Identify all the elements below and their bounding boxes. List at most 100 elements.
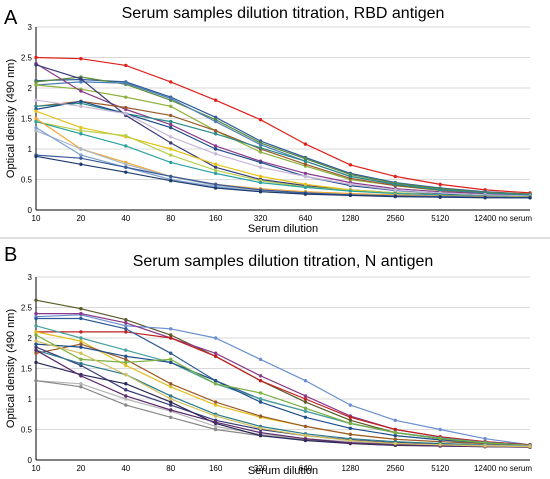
data-point (124, 363, 128, 368)
data-point (258, 180, 263, 185)
data-point (393, 433, 397, 438)
data-point (348, 418, 353, 423)
panel-letter-b: B (4, 244, 17, 266)
data-point (79, 342, 83, 346)
data-point (79, 89, 83, 93)
series-line (35, 84, 531, 196)
data-point (169, 351, 173, 355)
data-point (303, 409, 308, 413)
data-point (79, 129, 83, 133)
series-line (35, 56, 531, 194)
data-point (348, 441, 353, 445)
data-point (124, 397, 128, 401)
data-point (213, 379, 218, 383)
data-point (303, 415, 308, 419)
data-point (348, 174, 353, 179)
x-tick-label-b: 320 (254, 464, 268, 473)
data-point (213, 424, 218, 429)
data-point (303, 142, 308, 146)
data-point (79, 156, 83, 160)
data-point (303, 397, 308, 401)
data-point (169, 408, 173, 412)
x-tick-label-a: 12400 (474, 214, 497, 223)
data-point (438, 436, 442, 441)
x-tick-label-b: 640 (299, 464, 313, 473)
data-point (258, 118, 263, 122)
data-point (258, 426, 263, 430)
data-point (303, 436, 308, 441)
data-point (169, 397, 173, 401)
data-point (528, 444, 532, 449)
y-tick-label-b: 0.5 (21, 426, 33, 435)
series-line (35, 121, 531, 198)
data-point (213, 98, 218, 102)
data-point (438, 182, 442, 187)
data-point (348, 421, 353, 426)
data-point (169, 360, 173, 365)
x-tick-label-a: 160 (209, 214, 223, 223)
data-point (169, 80, 173, 84)
data-point (213, 414, 218, 418)
data-point (483, 436, 487, 441)
x-tick-label-b: 12400 (474, 464, 497, 473)
x-tick-label-a: 320 (254, 214, 268, 223)
data-point (79, 80, 83, 84)
data-point (213, 162, 218, 166)
data-point (34, 324, 38, 328)
data-point (303, 157, 308, 161)
data-point (34, 116, 38, 121)
data-point (169, 119, 173, 124)
data-point (124, 354, 128, 358)
data-point (258, 391, 263, 395)
data-point (34, 125, 38, 130)
data-point (169, 394, 173, 398)
data-point (34, 351, 38, 355)
data-point (258, 146, 263, 150)
data-point (213, 165, 218, 169)
data-point (303, 424, 308, 429)
data-point (124, 111, 128, 116)
data-point (34, 316, 38, 321)
data-point (213, 129, 218, 133)
x-tick-label-b: no serum (499, 464, 533, 473)
data-point (124, 105, 128, 110)
series-b-0 (34, 298, 532, 447)
series-a-18 (34, 154, 532, 200)
series-a-2 (34, 75, 532, 196)
data-point (34, 339, 38, 343)
data-point (124, 403, 128, 407)
data-point (258, 433, 263, 438)
data-point (213, 144, 218, 148)
data-point (79, 307, 83, 311)
data-point (34, 330, 38, 334)
data-point (348, 182, 353, 187)
data-point (213, 420, 218, 424)
x-tick-label-a: 1280 (341, 214, 359, 223)
y-tick-label-b: 3 (28, 273, 33, 282)
data-point (124, 327, 128, 331)
data-point (169, 113, 173, 118)
data-point (213, 427, 218, 432)
y-tick-label-a: 1.5 (21, 115, 33, 124)
data-point (34, 360, 38, 365)
data-point (303, 379, 308, 383)
data-point (169, 135, 173, 139)
x-axis-label-b: Serum dilution (248, 465, 318, 477)
series-line (35, 325, 531, 446)
data-point (258, 397, 263, 401)
data-point (213, 147, 218, 151)
x-tick-label-a: 40 (121, 214, 130, 223)
data-point (169, 96, 173, 101)
x-tick-label-b: 40 (121, 464, 130, 473)
data-point (258, 400, 263, 404)
data-point (79, 339, 83, 343)
series-line (35, 349, 531, 448)
data-point (258, 374, 263, 378)
data-point (258, 414, 263, 418)
panel-letter-a: A (4, 7, 18, 29)
data-point (303, 174, 308, 179)
data-point (79, 162, 83, 166)
series-line (35, 81, 531, 196)
data-point (124, 165, 128, 169)
x-tick-label-a: 20 (76, 214, 85, 223)
